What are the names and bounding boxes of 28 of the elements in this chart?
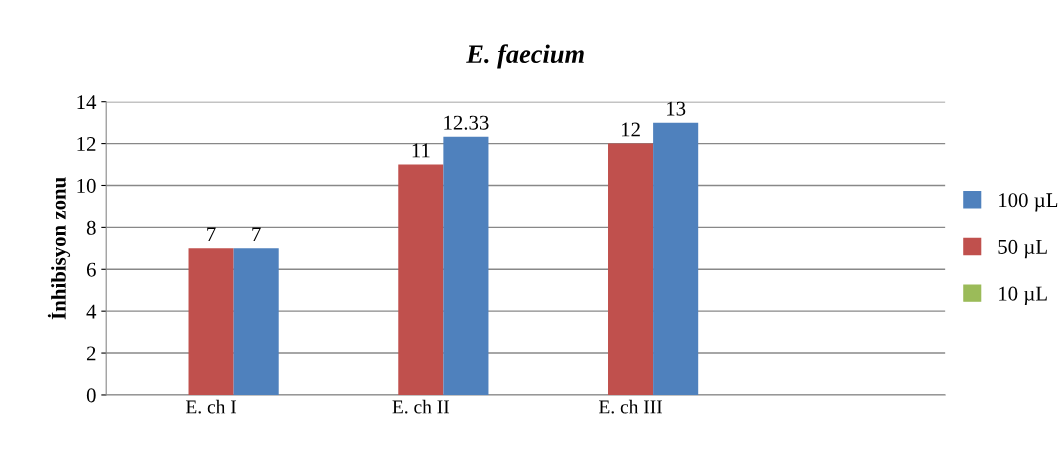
- y-tick-label: 4: [86, 304, 97, 319]
- data-label: 12.33: [444, 115, 489, 130]
- y-tick-label: 2: [86, 346, 96, 361]
- legend-label: 50 µL: [998, 239, 1047, 259]
- chart-title: E. faecium: [466, 44, 584, 69]
- bar: [443, 136, 489, 395]
- y-tick-label: 0: [86, 388, 96, 403]
- y-tick-label: 12: [77, 137, 96, 151]
- y-tick-label: 10: [77, 178, 96, 193]
- y-tick-label: 8: [86, 220, 96, 235]
- data-label: 7: [252, 227, 261, 242]
- data-label: 13: [667, 101, 686, 116]
- y-tick-label: 14: [77, 95, 97, 109]
- x-tick-label: E. ch II: [392, 399, 450, 414]
- bar: [233, 248, 279, 395]
- data-label: 12: [621, 122, 640, 137]
- bar: [608, 143, 654, 395]
- bar: [188, 248, 234, 395]
- legend-label: 100 µL: [999, 193, 1058, 212]
- bar: [653, 122, 699, 395]
- x-tick-label: E. ch III: [599, 399, 662, 414]
- data-label: 7: [207, 227, 216, 242]
- legend-label: 10 µL: [999, 286, 1047, 305]
- x-tick-label: E. ch I: [185, 399, 237, 414]
- data-label: 11: [412, 143, 430, 158]
- y-tick-label: 6: [86, 262, 96, 277]
- bar: [398, 164, 444, 395]
- y-axis-title: İnhibisyon zonu: [47, 177, 71, 320]
